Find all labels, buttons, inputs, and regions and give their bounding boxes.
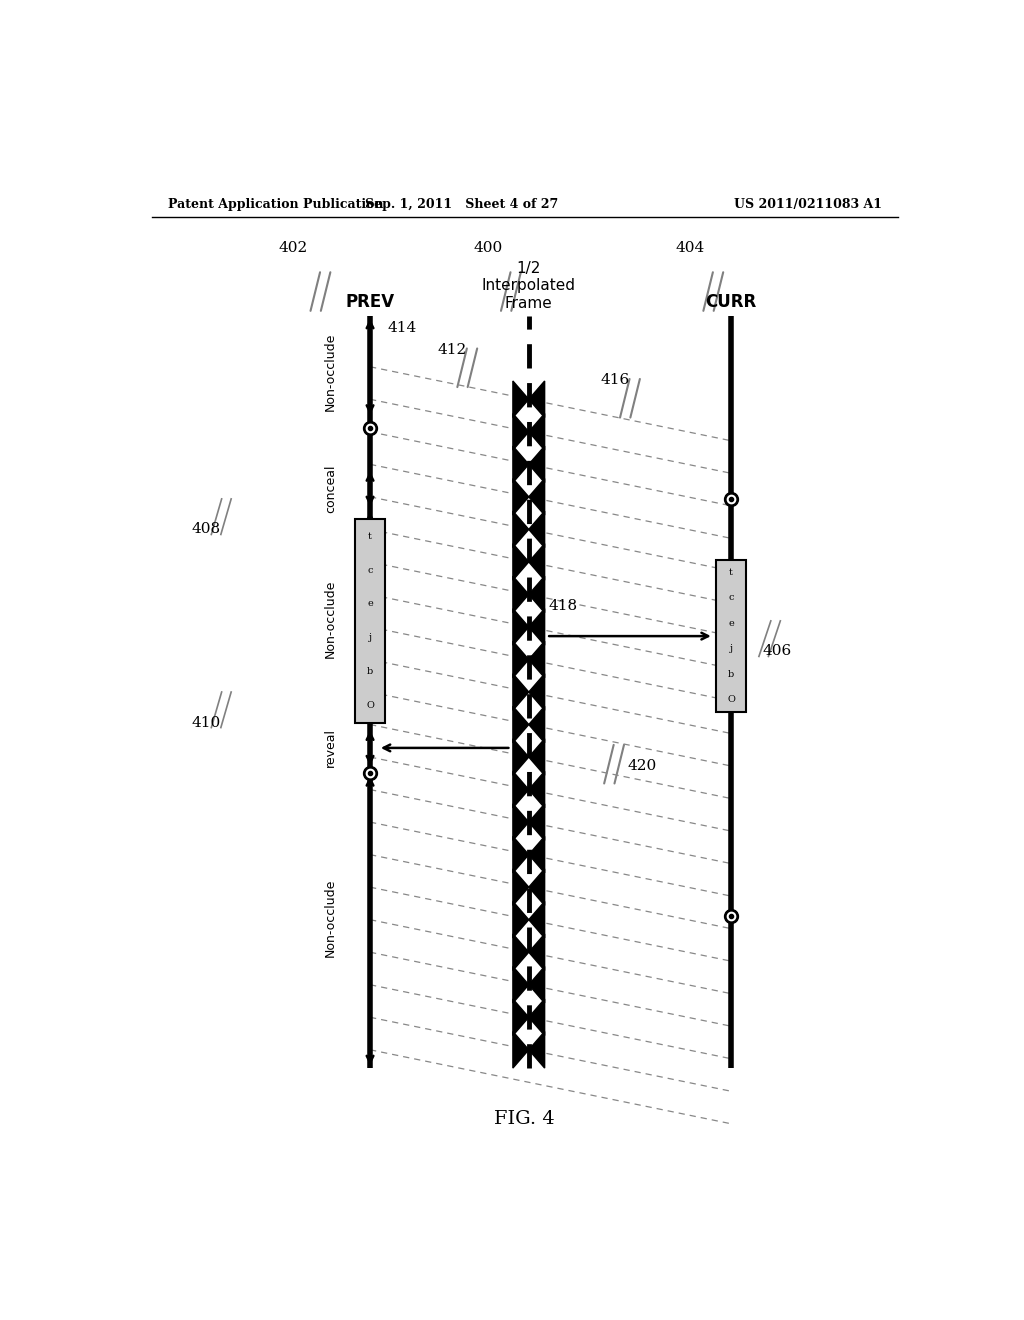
Polygon shape	[513, 446, 528, 483]
Bar	[716, 560, 746, 713]
Text: 1/2
Interpolated
Frame: 1/2 Interpolated Frame	[481, 261, 575, 312]
Polygon shape	[528, 673, 545, 710]
Text: t: t	[368, 532, 372, 541]
Polygon shape	[513, 381, 528, 417]
Polygon shape	[528, 479, 545, 515]
Polygon shape	[513, 673, 528, 710]
Polygon shape	[528, 902, 545, 939]
Polygon shape	[513, 609, 528, 645]
Polygon shape	[513, 771, 528, 808]
Text: 418: 418	[549, 598, 578, 612]
Text: b: b	[728, 669, 734, 678]
Polygon shape	[528, 771, 545, 808]
Text: b: b	[367, 667, 373, 676]
Text: e: e	[368, 599, 373, 609]
Polygon shape	[513, 413, 528, 450]
Text: Non-occlude: Non-occlude	[324, 333, 337, 411]
Polygon shape	[528, 804, 545, 841]
Text: O: O	[367, 701, 374, 710]
Polygon shape	[528, 999, 545, 1036]
Polygon shape	[513, 739, 528, 775]
Polygon shape	[528, 413, 545, 450]
Polygon shape	[513, 706, 528, 743]
Text: 406: 406	[763, 644, 793, 659]
Text: 412: 412	[437, 343, 467, 356]
Polygon shape	[513, 544, 528, 581]
Polygon shape	[528, 576, 545, 612]
Polygon shape	[528, 642, 545, 677]
Polygon shape	[528, 935, 545, 970]
Polygon shape	[528, 609, 545, 645]
Text: 416: 416	[600, 374, 630, 387]
Polygon shape	[528, 966, 545, 1003]
Text: 414: 414	[387, 321, 417, 335]
Text: PREV: PREV	[345, 293, 394, 312]
Polygon shape	[513, 576, 528, 612]
Polygon shape	[513, 869, 528, 906]
Text: US 2011/0211083 A1: US 2011/0211083 A1	[734, 198, 882, 211]
Polygon shape	[528, 869, 545, 906]
Text: reveal: reveal	[324, 729, 337, 767]
Text: j: j	[729, 644, 733, 653]
Text: FIG. 4: FIG. 4	[495, 1110, 555, 1127]
Text: Non-occlude: Non-occlude	[324, 879, 337, 957]
Text: O: O	[727, 696, 735, 704]
Polygon shape	[528, 446, 545, 483]
Polygon shape	[513, 479, 528, 515]
Text: j: j	[369, 634, 372, 643]
Polygon shape	[528, 511, 545, 548]
Text: 404: 404	[676, 242, 705, 255]
Text: CURR: CURR	[706, 293, 757, 312]
Text: t: t	[729, 568, 733, 577]
Polygon shape	[528, 739, 545, 775]
Bar	[355, 519, 385, 722]
Polygon shape	[528, 837, 545, 873]
Text: c: c	[728, 594, 734, 602]
Polygon shape	[528, 1031, 545, 1068]
Text: 410: 410	[191, 715, 221, 730]
Polygon shape	[513, 999, 528, 1036]
Polygon shape	[513, 642, 528, 677]
Text: Sep. 1, 2011   Sheet 4 of 27: Sep. 1, 2011 Sheet 4 of 27	[365, 198, 558, 211]
Polygon shape	[513, 902, 528, 939]
Polygon shape	[528, 544, 545, 581]
Polygon shape	[513, 837, 528, 873]
Text: 402: 402	[279, 242, 308, 255]
Text: c: c	[368, 565, 373, 574]
Polygon shape	[513, 1031, 528, 1068]
Polygon shape	[513, 966, 528, 1003]
Polygon shape	[528, 381, 545, 417]
Text: 408: 408	[191, 523, 220, 536]
Polygon shape	[513, 511, 528, 548]
Text: 400: 400	[473, 242, 503, 255]
Text: conceal: conceal	[324, 465, 337, 513]
Text: e: e	[728, 619, 734, 628]
Polygon shape	[513, 804, 528, 841]
Text: Patent Application Publication: Patent Application Publication	[168, 198, 383, 211]
Text: Non-occlude: Non-occlude	[324, 579, 337, 657]
Text: 420: 420	[628, 759, 657, 774]
Polygon shape	[528, 706, 545, 743]
Polygon shape	[513, 935, 528, 970]
